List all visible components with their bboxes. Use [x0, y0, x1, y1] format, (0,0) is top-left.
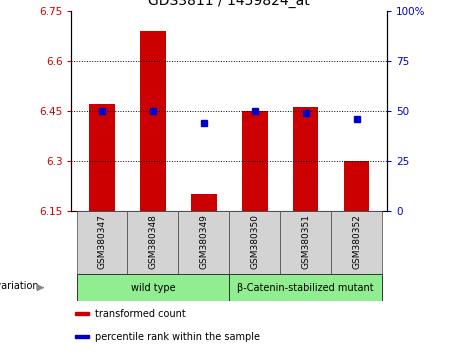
Text: GSM380348: GSM380348 [148, 214, 158, 269]
Title: GDS3811 / 1459824_at: GDS3811 / 1459824_at [148, 0, 310, 8]
Text: genotype/variation: genotype/variation [0, 281, 39, 291]
Bar [77, 274, 229, 301]
Bar [191, 194, 217, 211]
Bar [229, 274, 382, 301]
Bar [140, 30, 165, 211]
Bar [75, 313, 89, 315]
Bar [77, 211, 128, 274]
Text: GSM380347: GSM380347 [98, 214, 106, 269]
Bar [89, 104, 115, 211]
Text: GSM380351: GSM380351 [301, 214, 310, 269]
Bar [75, 336, 89, 338]
Text: GSM380350: GSM380350 [250, 214, 260, 269]
Text: β-Catenin-stabilized mutant: β-Catenin-stabilized mutant [237, 282, 374, 293]
Bar [280, 211, 331, 274]
Bar [331, 211, 382, 274]
Bar [293, 107, 319, 211]
Bar [178, 211, 229, 274]
Text: percentile rank within the sample: percentile rank within the sample [95, 332, 260, 342]
Text: GSM380349: GSM380349 [199, 214, 208, 269]
Text: GSM380352: GSM380352 [352, 214, 361, 269]
Bar [344, 161, 369, 211]
Text: transformed count: transformed count [95, 309, 185, 319]
Bar [242, 111, 267, 211]
Bar [229, 211, 280, 274]
Bar [128, 211, 178, 274]
Text: wild type: wild type [130, 282, 175, 293]
